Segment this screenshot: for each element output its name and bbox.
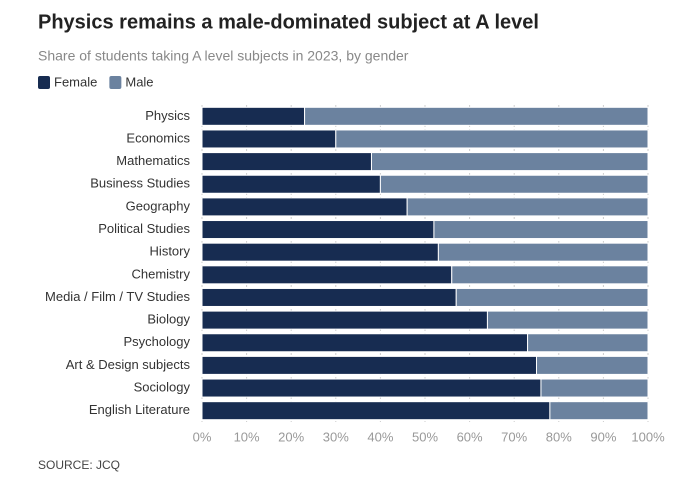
x-tick-label: 10%: [234, 429, 260, 444]
bar-segment: [527, 333, 649, 353]
legend-swatch: [109, 76, 122, 89]
bar-segment: [201, 197, 408, 217]
source: SOURCE: JCQ: [38, 458, 120, 472]
category-label: Economics: [126, 130, 190, 145]
bar-segment: [201, 310, 488, 330]
chart-title: Physics remains a male-dominated subject…: [38, 11, 539, 33]
chart-subtitle: Share of students taking A level subject…: [38, 48, 409, 64]
category-label: Political Studies: [98, 221, 190, 236]
bar-segment: [379, 174, 649, 194]
bar-segment: [486, 310, 649, 330]
bar-segment: [437, 242, 649, 262]
bar-segment: [304, 106, 649, 126]
bar-segment: [536, 355, 649, 375]
x-tick-label: 100%: [631, 429, 665, 444]
x-tick-label: 90%: [590, 429, 616, 444]
bar-segment: [201, 242, 439, 262]
category-label: Biology: [147, 312, 190, 327]
x-tick-label: 50%: [412, 429, 438, 444]
legend-swatch: [38, 76, 50, 89]
bar-segment: [201, 106, 306, 126]
x-tick-label: 40%: [367, 429, 393, 444]
x-tick-label: 30%: [323, 429, 349, 444]
category-label: Sociology: [134, 379, 191, 394]
bar-segment: [433, 220, 649, 240]
x-tick-label: 80%: [546, 429, 572, 444]
bar-segment: [540, 378, 649, 398]
category-label: Mathematics: [116, 153, 190, 168]
legend-label: Male: [125, 74, 153, 89]
legend-label: Female: [54, 74, 97, 89]
bar-segment: [406, 197, 649, 217]
category-label: Physics: [145, 108, 190, 123]
bar-segment: [370, 152, 649, 172]
bar-segment: [201, 152, 372, 172]
bar-segment: [201, 378, 542, 398]
bar-segment: [201, 333, 529, 353]
bar-segment: [335, 129, 649, 149]
category-label: Geography: [126, 198, 191, 213]
x-tick-label: 0%: [193, 429, 212, 444]
bar-segment: [455, 287, 649, 307]
bar-segment: [201, 401, 551, 421]
x-tick-label: 60%: [457, 429, 483, 444]
bar-segment: [201, 265, 453, 285]
category-label: English Literature: [89, 402, 190, 417]
category-label: Psychology: [124, 334, 191, 349]
bar-segment: [201, 129, 337, 149]
bar-segment: [201, 220, 435, 240]
category-label: Chemistry: [131, 266, 190, 281]
bar-segment: [201, 287, 457, 307]
category-label: Business Studies: [90, 176, 190, 191]
bar-segment: [201, 355, 537, 375]
bar-segment: [451, 265, 649, 285]
category-label: Media / Film / TV Studies: [45, 289, 190, 304]
bar-segment: [549, 401, 649, 421]
bar-segment: [201, 174, 381, 194]
category-label: Art & Design subjects: [66, 357, 191, 372]
x-tick-label: 20%: [278, 429, 304, 444]
x-tick-label: 70%: [501, 429, 527, 444]
category-label: History: [150, 244, 191, 259]
